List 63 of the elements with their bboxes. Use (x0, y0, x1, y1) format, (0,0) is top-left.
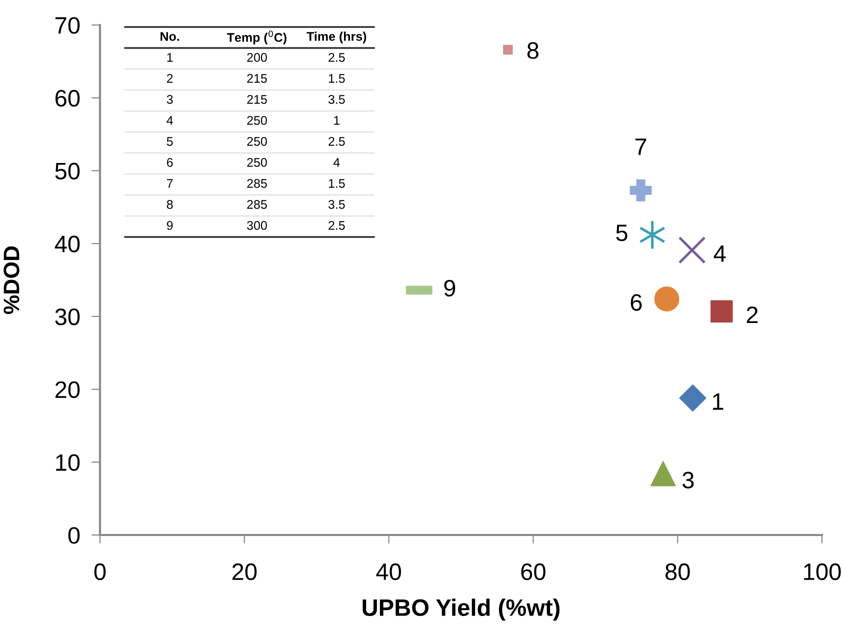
annotation: 250 (247, 158, 267, 167)
annotation: 1 (167, 53, 173, 62)
annotation: 4 (333, 158, 340, 167)
y-tick-label: 70 (56, 17, 80, 34)
point (678, 236, 706, 264)
annotation: 4 (166, 116, 173, 125)
annotation: 250 (247, 116, 267, 125)
point (503, 44, 513, 55)
point (630, 179, 652, 202)
series-label: 1 (712, 393, 724, 410)
x-tick-label: 40 (376, 563, 402, 580)
y-tick-label: 20 (55, 381, 80, 398)
annotation: 5 (166, 137, 173, 146)
annotation: 250 (247, 137, 267, 146)
x-tick-label: 100 (804, 563, 841, 580)
y-tick-label: 50 (55, 162, 80, 180)
point (639, 220, 666, 250)
annotation: 215 (247, 95, 267, 104)
series-label: 2 (746, 306, 758, 323)
annotation: 1.5 (328, 74, 345, 83)
annotation: Temp ($^{0}$C) (226, 30, 286, 44)
series-label: 6 (630, 294, 642, 311)
point (710, 300, 733, 322)
annotation: 3.5 (328, 95, 345, 104)
series-label: 3 (682, 472, 694, 488)
annotation: No. (160, 32, 180, 41)
annotation: 1 (334, 116, 340, 125)
annotation: Time (hrs) (306, 32, 366, 44)
annotation: 2.5 (328, 53, 345, 62)
x-tick-label: 20 (232, 563, 257, 580)
x-tick-label: 60 (521, 563, 546, 580)
y-tick-label: 30 (55, 308, 80, 326)
y-tick-label: 60 (55, 90, 80, 107)
series-label: 9 (444, 280, 456, 297)
annotation: 2.5 (328, 221, 345, 230)
point (650, 461, 676, 486)
series-label: 8 (527, 42, 538, 59)
annotation: 215 (247, 74, 267, 83)
x-tick-label: 0 (94, 563, 106, 580)
annotation: 285 (247, 200, 267, 209)
annotation: 9 (166, 221, 173, 230)
point (679, 384, 706, 412)
y-tick-label: 10 (56, 454, 80, 471)
annotation: 285 (247, 179, 267, 188)
annotation: 6 (166, 158, 173, 167)
annotation: 300 (247, 221, 267, 230)
annotation: 7 (166, 179, 173, 188)
x-axis-title: UPBO Yield (%wt) (362, 598, 560, 621)
annotation: 8 (166, 200, 173, 209)
series-label: 7 (635, 138, 646, 155)
annotation: 200 (247, 53, 267, 62)
x-tick-label: 80 (665, 563, 690, 580)
series-label: 5 (616, 224, 628, 242)
annotation: 2 (166, 74, 173, 83)
annotation: 3 (166, 95, 173, 104)
y-axis-title: %DOD (4, 246, 20, 314)
y-tick-label: 40 (54, 236, 80, 252)
annotation: 3.5 (328, 200, 345, 209)
series-label: 4 (714, 246, 726, 262)
annotation: 2.5 (328, 137, 345, 146)
annotation: 1.5 (328, 179, 345, 188)
y-tick-label: 0 (68, 527, 80, 544)
point (654, 286, 680, 312)
